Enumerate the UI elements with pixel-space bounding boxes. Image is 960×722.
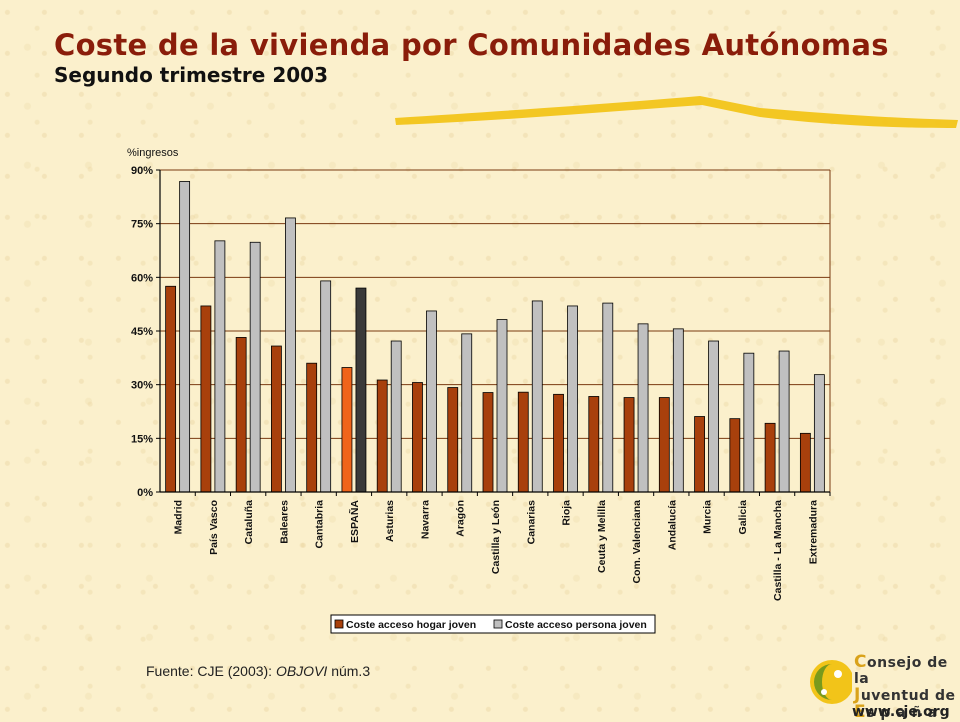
source-suffix: núm.3 [327, 663, 371, 679]
cje-url: www.cje.org [852, 704, 950, 720]
y-tick-label: 90% [131, 165, 153, 177]
page-subtitle: Segundo trimestre 2003 [54, 63, 328, 87]
x-tick-label: Ceuta y Melilla [596, 500, 608, 573]
legend-box [330, 614, 656, 634]
bar-persona-17 [778, 350, 790, 493]
x-tick-label: Cataluña [243, 500, 255, 545]
x-tick-label: Murcia [702, 500, 714, 534]
bar-hogar-16 [729, 418, 741, 493]
bar-persona-15 [708, 340, 719, 493]
bar-hogar-2 [235, 337, 247, 493]
x-tick-label: Canarias [525, 500, 537, 545]
y-tick-label: 30% [131, 380, 153, 392]
bar-hogar-7 [412, 382, 423, 493]
bar-persona-16 [743, 352, 755, 493]
x-tick-label: Asturias [384, 500, 396, 542]
title-underline-stroke [395, 96, 958, 128]
x-tick-label: Rioja [561, 500, 573, 526]
logo-line1-rest: onsejo de la [854, 655, 948, 687]
source-publication: OBJOVI [275, 663, 328, 679]
x-tick-label: Andalucía [666, 500, 678, 550]
bar-hogar-15 [694, 416, 705, 493]
y-axis-label: %ingresos [127, 147, 179, 159]
logo-line3-cap: E [854, 702, 867, 722]
x-tick-label: País Vasco [208, 500, 220, 555]
bar-persona-11 [567, 305, 578, 493]
y-tick-label: 60% [131, 272, 153, 284]
bar-persona-14 [672, 328, 684, 493]
bar-hogar-8 [447, 387, 459, 493]
bar-persona-5 [355, 287, 367, 493]
bar-persona-18 [813, 374, 825, 493]
bar-hogar-10 [517, 391, 529, 493]
cje-logo: Consejo de la Juventud de Es p a ñ a www… [806, 652, 960, 722]
bar-persona-4 [320, 280, 332, 493]
bar-persona-8 [461, 333, 473, 493]
y-tick-label: 75% [131, 219, 153, 231]
bar-hogar-6 [376, 379, 388, 493]
x-tick-label: ESPAÑA [348, 500, 361, 543]
legend-item-hogar-swatch [334, 619, 344, 629]
bar-persona-1 [214, 240, 226, 493]
bar-hogar-18 [799, 432, 811, 493]
source-prefix: Fuente: CJE (2003): [146, 663, 276, 679]
title-block: Coste de la vivienda por Comunidades Aut… [54, 28, 889, 88]
logo-line2-cap: J [854, 685, 861, 705]
y-tick-label: 0% [137, 487, 153, 499]
bar-hogar-11 [553, 393, 564, 493]
source-note: Fuente: CJE (2003): OBJOVI núm.3 [146, 663, 370, 679]
x-tick-label: Aragón [455, 500, 467, 537]
x-tick-label: Com. Valenciana [631, 500, 643, 584]
x-tick-label: Extremadura [807, 500, 819, 564]
bar-persona-2 [249, 241, 261, 493]
bar-persona-12 [602, 302, 614, 493]
bar-persona-3 [285, 217, 296, 493]
bar-persona-7 [426, 310, 437, 493]
y-tick-label: 15% [131, 433, 153, 445]
x-tick-label: Castilla y León [490, 500, 502, 574]
legend-item-persona-swatch [493, 619, 503, 629]
logo-line3-rest: s p a ñ a [866, 705, 938, 721]
logo-line2-rest: uventud de [860, 688, 956, 704]
bar-hogar-4 [306, 362, 318, 493]
bar-hogar-5 [341, 367, 353, 493]
bar-hogar-3 [271, 345, 282, 493]
x-tick-label: Navarra [419, 500, 431, 539]
bar-persona-10 [531, 300, 543, 493]
page-title: Coste de la vivienda por Comunidades Aut… [54, 28, 889, 62]
bar-hogar-9 [482, 392, 494, 493]
bar-persona-13 [637, 323, 649, 493]
cje-emblem-icon [810, 660, 852, 704]
bar-hogar-0 [165, 285, 177, 493]
y-tick-label: 45% [131, 326, 153, 338]
bar-hogar-14 [658, 397, 670, 493]
bar-hogar-17 [764, 422, 776, 493]
x-tick-label: Galicia [737, 500, 749, 535]
x-tick-label: Madrid [173, 500, 185, 534]
logo-line1-cap: C [854, 652, 867, 672]
bar-persona-6 [390, 340, 402, 493]
x-tick-label: Castilla - La Mancha [772, 500, 784, 601]
cje-logo-text: Consejo de la Juventud de Es p a ñ a [854, 652, 960, 722]
x-tick-label: Baleares [278, 500, 290, 544]
bar-hogar-12 [588, 396, 600, 493]
legend-item-hogar-label: Coste acceso hogar joven [346, 619, 476, 631]
bar-persona-9 [496, 319, 508, 493]
bar-hogar-13 [623, 397, 635, 493]
x-tick-label: Cantabria [314, 500, 326, 549]
legend-item-persona-label: Coste acceso persona joven [505, 619, 647, 631]
bar-hogar-1 [200, 305, 212, 493]
bar-persona-0 [179, 181, 191, 493]
